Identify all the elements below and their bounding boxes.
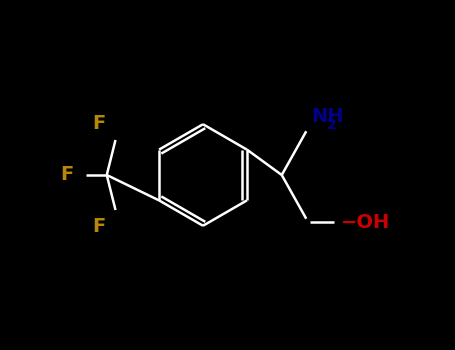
Text: −OH: −OH — [341, 213, 390, 232]
Text: F: F — [61, 166, 74, 184]
Text: 2: 2 — [327, 118, 337, 132]
Text: F: F — [92, 217, 105, 236]
Text: NH: NH — [311, 107, 344, 126]
Text: F: F — [92, 114, 105, 133]
